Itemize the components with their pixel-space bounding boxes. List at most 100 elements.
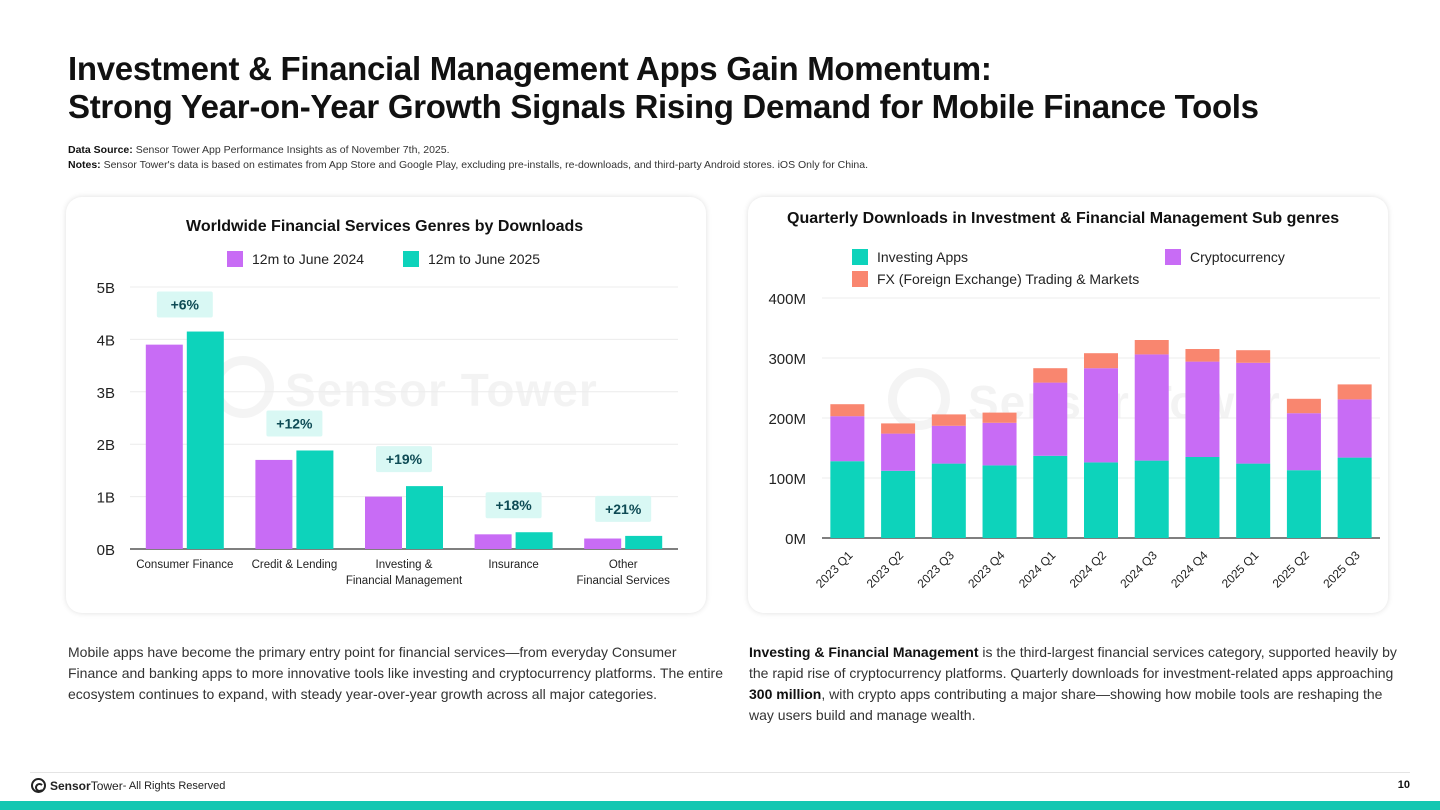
c2-bar-segment: [881, 470, 916, 538]
c1-category-label: Insurance: [488, 559, 539, 571]
page-number: 10: [1397, 779, 1410, 791]
right-text-2: , with crypto apps contributing a major …: [749, 686, 1383, 723]
c2-ytick-label: 0M: [785, 531, 806, 548]
bottom-accent-bar: [0, 801, 1440, 810]
c2-category-label: 2024 Q2: [1067, 548, 1110, 591]
c1-category-label: Financial Services: [577, 575, 671, 587]
c2-bar-segment: [982, 465, 1017, 538]
c1-bar: [515, 532, 553, 549]
title-line-1: Investment & Financial Management Apps G…: [68, 50, 992, 87]
watermark-right: Sensor Tower: [968, 375, 1281, 429]
legend-fx-label: FX (Foreign Exchange) Trading & Markets: [877, 271, 1140, 287]
chart1-title: Worldwide Financial Services Genres by D…: [186, 218, 584, 235]
c1-bar: [296, 450, 334, 549]
source-notes: Data Source: Sensor Tower App Performanc…: [68, 143, 868, 173]
c2-bar-segment: [1337, 457, 1372, 538]
c2-bar-segment: [1084, 368, 1118, 463]
legend-2025: 12m to June 2025: [403, 251, 540, 267]
source-text: Sensor Tower App Performance Insights as…: [135, 144, 450, 156]
c2-bar-segment: [931, 425, 966, 464]
c2-category-label: 2023 Q3: [914, 548, 957, 591]
watermark-left: Sensor Tower: [285, 363, 598, 417]
c2-bar-segment: [1185, 457, 1220, 538]
c2-bar-segment: [830, 404, 865, 417]
c1-growth-label: +19%: [386, 451, 423, 467]
c2-bar-segment: [830, 461, 865, 538]
c2-bar-segment: [1236, 362, 1271, 464]
c1-bar: [186, 331, 224, 549]
c1-category-label: Investing &: [376, 559, 433, 571]
c2-bar-segment: [1033, 368, 1068, 383]
c1-growth-label: +18%: [495, 497, 532, 513]
c2-bar-segment: [1033, 382, 1068, 456]
c2-category-label: 2023 Q2: [864, 548, 907, 591]
page-title: Investment & Financial Management Apps G…: [68, 50, 1388, 126]
c1-growth-label: +6%: [171, 297, 200, 313]
c1-ytick-label: 2B: [97, 437, 115, 454]
c2-bar-segment: [1084, 353, 1118, 369]
c2-bar-segment: [1286, 413, 1321, 471]
c1-ytick-label: 0B: [97, 542, 115, 559]
footer-rights: - All Rights Reserved: [122, 779, 226, 792]
c1-ytick-label: 3B: [97, 385, 115, 402]
c2-category-label: 2024 Q1: [1016, 548, 1059, 591]
chart2-title: Quarterly Downloads in Investment & Fina…: [787, 210, 1340, 227]
right-bold-2: 300 million: [749, 686, 822, 702]
c1-bar: [145, 344, 183, 549]
c1-bar: [406, 486, 443, 549]
right-text-1: is the third-largest financial services …: [749, 644, 1397, 681]
c2-bar-segment: [1185, 349, 1220, 362]
legend-investing: Investing Apps: [852, 249, 968, 265]
c2-bar-segment: [982, 422, 1017, 466]
c2-category-label: 2024 Q3: [1117, 548, 1160, 591]
c2-bar-segment: [1134, 460, 1169, 538]
c1-growth-badge: [376, 446, 432, 473]
c1-category-label: Other: [609, 559, 638, 571]
c2-category-label: 2023 Q4: [965, 548, 1008, 591]
c2-bar-segment: [1134, 340, 1169, 355]
c1-bar: [474, 534, 512, 549]
legend-2024-swatch: [227, 251, 243, 267]
legend-fx-swatch: [852, 271, 868, 287]
c1-category-label: Financial Management: [346, 575, 463, 587]
legend-crypto-swatch: [1165, 249, 1181, 265]
c1-bar: [365, 496, 402, 549]
c2-category-label: 2024 Q4: [1168, 548, 1211, 591]
c2-category-label: 2025 Q1: [1219, 548, 1262, 591]
legend-investing-label: Investing Apps: [877, 249, 969, 265]
c2-bar-segment: [881, 433, 916, 471]
left-description: Mobile apps have become the primary entr…: [68, 644, 723, 702]
c2-bar-segment: [1286, 398, 1321, 414]
footer-brand-bold: Sensor: [50, 778, 91, 793]
legend-2025-label: 12m to June 2025: [428, 251, 541, 267]
footer-logo: Sensor Tower - All Rights Reserved: [31, 778, 225, 793]
c1-bar: [255, 459, 293, 549]
c2-bar-segment: [1185, 361, 1220, 457]
c2-category-label: 2025 Q3: [1320, 548, 1363, 591]
c2-bar-segment: [881, 423, 916, 434]
c1-ytick-label: 1B: [97, 490, 115, 507]
c2-bar-segment: [1286, 470, 1321, 538]
legend-investing-swatch: [852, 249, 868, 265]
right-bold-1: Investing & Financial Management: [749, 644, 979, 660]
c1-growth-badge: [156, 291, 213, 318]
c2-ytick-label: 400M: [768, 291, 806, 308]
c2-ytick-label: 200M: [768, 411, 806, 428]
c2-category-label: 2025 Q2: [1270, 548, 1313, 591]
c1-ytick-label: 4B: [97, 332, 115, 349]
notes-text: Sensor Tower's data is based on estimate…: [103, 159, 869, 171]
legend-2025-swatch: [403, 251, 419, 267]
c2-ytick-label: 300M: [768, 351, 806, 368]
source-label: Data Source:: [68, 144, 133, 156]
footer-brand-rest: Tower: [90, 778, 123, 793]
c1-category-label: Consumer Finance: [136, 559, 233, 571]
c2-bar-segment: [1084, 462, 1118, 538]
footer-divider: [30, 772, 1410, 773]
c1-growth-label: +12%: [276, 415, 313, 431]
c2-bar-segment: [982, 412, 1017, 423]
legend-crypto-label: Cryptocurrency: [1190, 249, 1285, 265]
c1-category-label: Credit & Lending: [252, 559, 338, 571]
sensor-tower-logo-icon: [31, 778, 46, 793]
c2-bar-segment: [1033, 455, 1068, 538]
